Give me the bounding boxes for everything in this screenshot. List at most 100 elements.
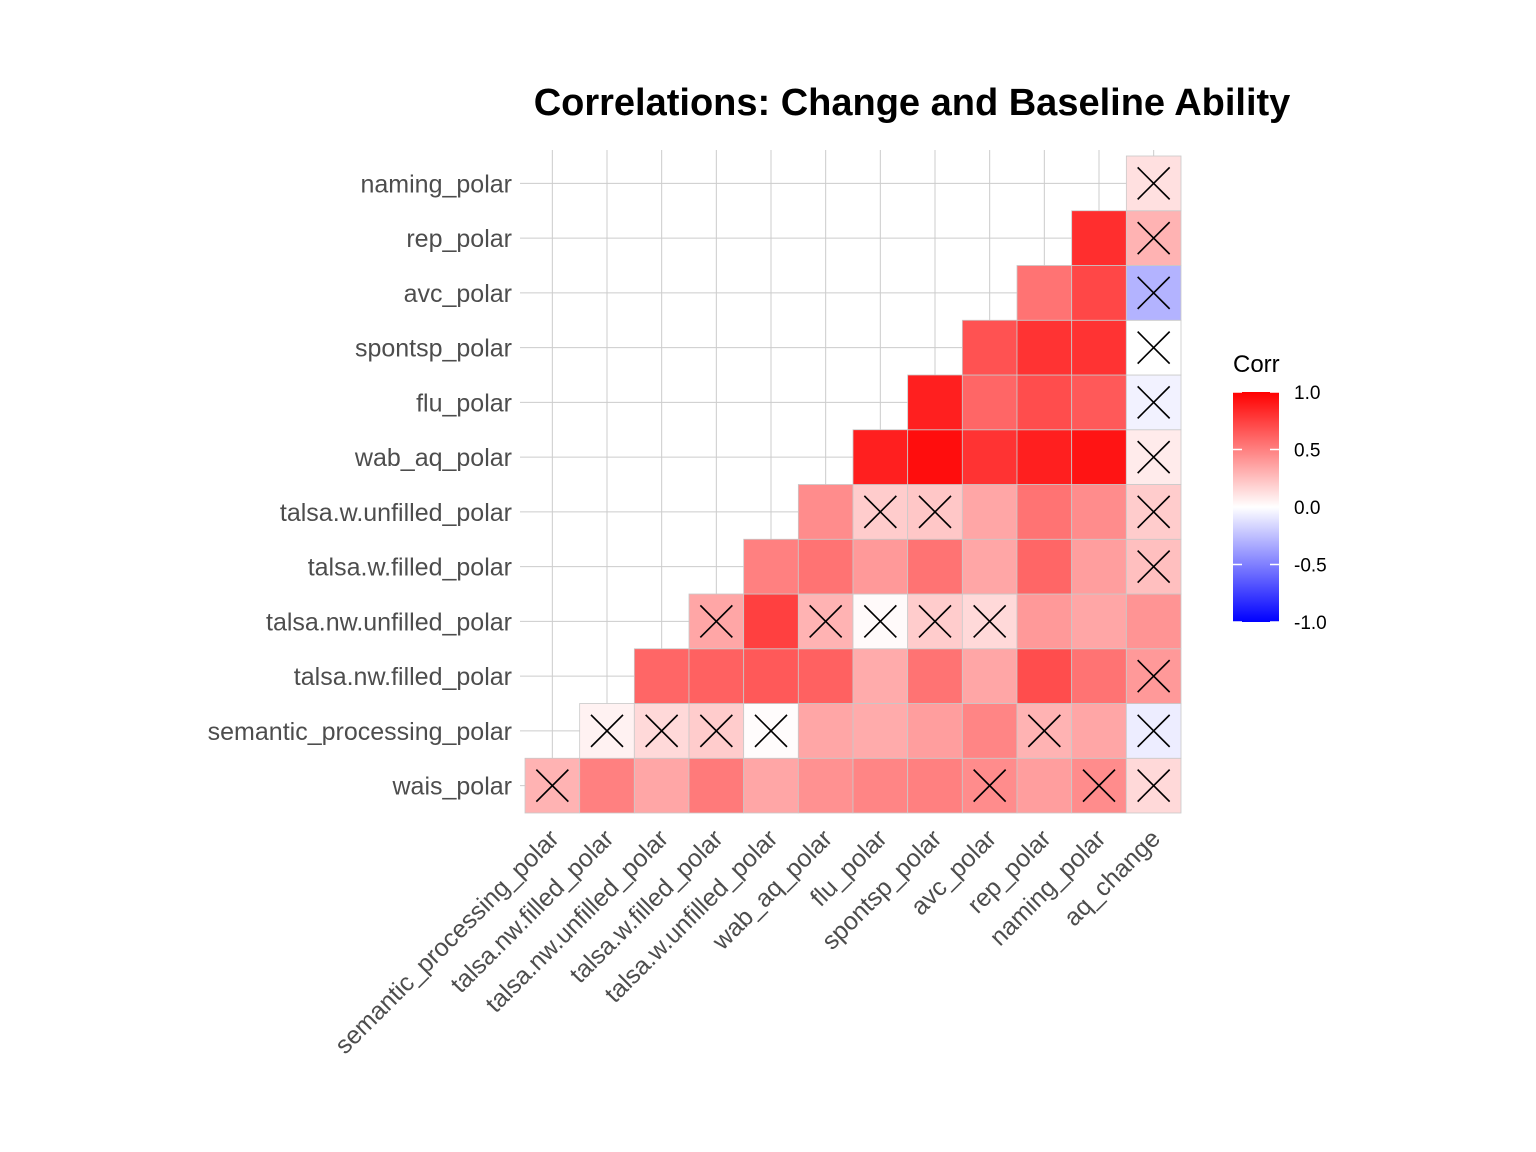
legend-title: Corr (1233, 351, 1280, 378)
heatmap-cell (852, 757, 909, 814)
y-tick-label: talsa.nw.unfilled_polar (266, 608, 512, 636)
heatmap-cell (961, 319, 1018, 376)
insignificant-cross-icon (645, 714, 679, 748)
heatmap-cell (1071, 265, 1127, 321)
heatmap-cell (743, 757, 799, 814)
y-axis-labels: wais_polar semantic_processing_polar talsa… (208, 170, 512, 800)
insignificant-cross-icon (809, 604, 843, 638)
heatmap-cell (852, 648, 909, 704)
heatmap-cell (688, 757, 745, 814)
heatmap-cell (797, 703, 854, 759)
y-tick-label: avc_polar (404, 280, 512, 308)
heatmap-cell (907, 429, 963, 485)
heatmap-cell (907, 648, 963, 704)
heatmap-cell (633, 757, 690, 814)
heatmap-cell (1016, 648, 1073, 704)
y-tick-label: rep_polar (406, 225, 512, 253)
insignificant-cross-icon (754, 714, 788, 748)
heatmap-cells (524, 155, 1182, 814)
heatmap-cell (1016, 593, 1073, 650)
heatmap-cell (743, 648, 799, 704)
heatmap-cell (1016, 538, 1073, 595)
y-tick-label: spontsp_polar (355, 335, 512, 363)
insignificant-cross-icon (1137, 769, 1171, 803)
heatmap-cell (961, 757, 1018, 814)
heatmap-cell (961, 484, 1018, 540)
heatmap-cell (1071, 429, 1127, 485)
heatmap-cell (743, 593, 799, 650)
insignificant-cross-icon (1137, 440, 1171, 474)
legend-tick-label: -0.5 (1294, 556, 1327, 577)
heatmap-cell (1071, 538, 1127, 595)
insignificant-cross-icon (1137, 221, 1171, 255)
insignificant-cross-icon (918, 604, 952, 638)
color-legend: Corr 1.0 0.5 0.0 -0.5 -1.0 (1233, 351, 1327, 634)
insignificant-cross-icon (590, 714, 624, 748)
heatmap-cell (1071, 484, 1127, 540)
heatmap-cell (688, 648, 745, 704)
heatmap-cell (579, 757, 635, 814)
heatmap-cell (1071, 374, 1127, 431)
insignificant-cross-icon (1137, 659, 1171, 693)
y-tick-label: talsa.nw.filled_polar (294, 663, 512, 691)
heatmap-cell (961, 429, 1018, 485)
heatmap-cell (743, 538, 799, 595)
heatmap-cell (852, 593, 909, 650)
heatmap-cell (1071, 648, 1127, 704)
heatmap-cell (907, 757, 963, 814)
insignificant-cross-icon (973, 604, 1007, 638)
heatmap-cell (961, 648, 1018, 704)
x-axis-labels: semantic_processing_polartalsa.nw.filled… (330, 824, 1166, 1059)
heatmap-cell (852, 538, 909, 595)
heatmap-cell (961, 538, 1018, 595)
legend-tick-label: 1.0 (1294, 383, 1320, 404)
y-tick-label: flu_polar (416, 389, 512, 417)
heatmap-cell (797, 484, 854, 540)
heatmap-cell (1016, 484, 1073, 540)
heatmap-cell (1016, 374, 1073, 431)
insignificant-cross-icon (1082, 769, 1116, 803)
legend-tick-label: 0.0 (1294, 498, 1320, 519)
heatmap-cell (852, 703, 909, 759)
heatmap-cell (961, 703, 1018, 759)
insignificant-cross-icon (699, 714, 733, 748)
insignificant-cross-icon (1137, 550, 1171, 584)
heatmap-cell (907, 538, 963, 595)
y-tick-label: wab_aq_polar (354, 444, 512, 472)
heatmap-cell (1071, 210, 1127, 266)
heatmap-cell (852, 429, 909, 485)
insignificant-cross-icon (699, 604, 733, 638)
heatmap-cell (961, 374, 1018, 431)
insignificant-cross-icon (1137, 495, 1171, 529)
insignificant-cross-icon (1137, 385, 1171, 419)
legend-tick-label: 0.5 (1294, 441, 1320, 462)
heatmap-cell (1016, 757, 1073, 814)
heatmap-cell (1125, 593, 1182, 650)
chart-title: Correlations: Change and Baseline Abilit… (534, 82, 1291, 124)
insignificant-cross-icon (535, 769, 569, 803)
insignificant-cross-icon (863, 604, 897, 638)
heatmap-cell (1016, 319, 1073, 376)
insignificant-cross-icon (863, 495, 897, 529)
heatmap-cell (797, 648, 854, 704)
y-tick-label: wais_polar (391, 773, 512, 801)
y-tick-label: talsa.w.filled_polar (308, 554, 512, 582)
y-tick-label: talsa.w.unfilled_polar (280, 499, 512, 527)
heatmap-cell (797, 757, 854, 814)
heatmap-cell (797, 538, 854, 595)
insignificant-cross-icon (1137, 331, 1171, 365)
y-tick-label: semantic_processing_polar (208, 718, 512, 746)
heatmap-cell (1071, 593, 1127, 650)
insignificant-cross-icon (1137, 276, 1171, 310)
heatmap-cell (1016, 265, 1073, 321)
legend-tick-label: -1.0 (1294, 613, 1327, 634)
x-tick-label: semantic_processing_polar (330, 824, 565, 1059)
heatmap-cell (907, 703, 963, 759)
insignificant-cross-icon (1137, 714, 1171, 748)
legend-ticks: 1.0 0.5 0.0 -0.5 -1.0 (1233, 383, 1327, 634)
heatmap-cell (1071, 703, 1127, 759)
insignificant-cross-icon (1027, 714, 1061, 748)
insignificant-cross-icon (918, 495, 952, 529)
insignificant-cross-icon (973, 769, 1007, 803)
